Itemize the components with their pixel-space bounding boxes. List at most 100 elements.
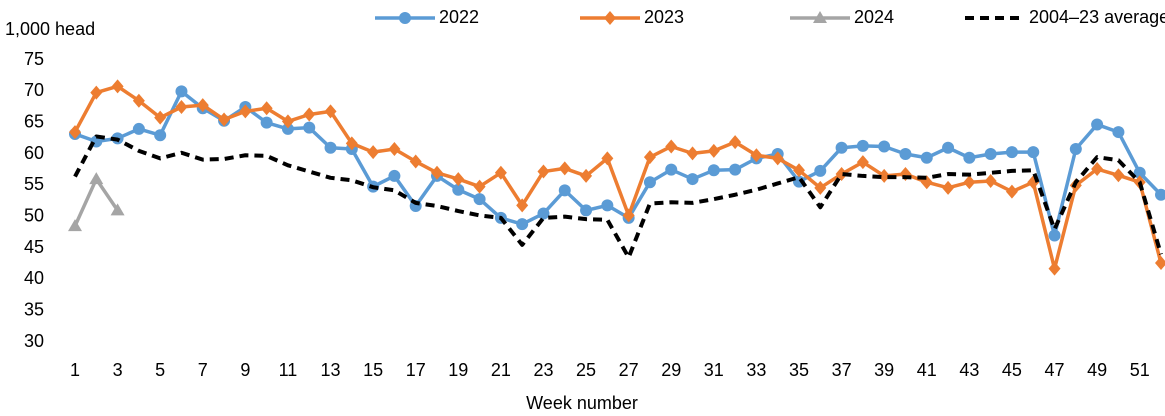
data-point (1155, 256, 1165, 271)
x-tick-label: 37 (832, 360, 852, 380)
data-point (388, 169, 401, 182)
data-point (239, 104, 252, 119)
data-point (1027, 146, 1040, 159)
data-point (984, 173, 997, 188)
data-point (68, 219, 82, 232)
legend-label: 2004–23 average (1029, 7, 1165, 27)
data-point (942, 141, 955, 154)
data-point (537, 207, 550, 220)
x-tick-label: 33 (746, 360, 766, 380)
data-point (132, 93, 145, 108)
x-tick-label: 3 (113, 360, 123, 380)
data-point (218, 112, 231, 127)
data-point (324, 104, 337, 119)
data-point (1048, 261, 1061, 276)
data-point (601, 199, 614, 212)
data-point (281, 114, 294, 129)
x-tick-label: 27 (619, 360, 639, 380)
y-tick-label: 65 (24, 111, 44, 131)
x-tick-label: 49 (1087, 360, 1107, 380)
data-point (1155, 188, 1165, 201)
data-point (324, 141, 337, 154)
data-point (878, 140, 891, 153)
data-point (601, 151, 614, 166)
x-tick-label: 47 (1045, 360, 1065, 380)
data-point (537, 164, 550, 179)
data-point (90, 85, 103, 100)
x-tick-label: 45 (1002, 360, 1022, 380)
data-point (750, 148, 763, 163)
data-point (303, 121, 316, 134)
x-tick-label: 51 (1130, 360, 1150, 380)
data-point (771, 151, 784, 166)
data-point (707, 143, 720, 158)
x-tick-label: 35 (789, 360, 809, 380)
y-tick-label: 70 (24, 80, 44, 100)
data-point (175, 85, 188, 98)
data-point (452, 172, 465, 187)
x-tick-label: 17 (406, 360, 426, 380)
data-point (473, 193, 486, 206)
data-point (132, 122, 145, 135)
x-tick-label: 13 (321, 360, 341, 380)
data-point (665, 139, 678, 154)
data-point (1091, 118, 1104, 131)
data-point (452, 183, 465, 196)
x-axis-label: Week number (526, 393, 638, 413)
data-point (856, 139, 869, 152)
x-tick-label: 29 (661, 360, 681, 380)
data-point (260, 116, 273, 129)
data-point (580, 204, 593, 217)
data-point (196, 98, 209, 113)
data-point (793, 163, 805, 178)
data-point (1112, 126, 1125, 139)
data-point (558, 161, 571, 176)
data-point (260, 101, 273, 116)
data-point (154, 129, 167, 142)
legend-marker (399, 12, 411, 24)
data-point (89, 172, 104, 185)
x-tick-label: 7 (198, 360, 208, 380)
x-tick-label: 43 (959, 360, 979, 380)
series-line (73, 84, 1163, 271)
data-point (1112, 168, 1125, 183)
y-tick-label: 50 (24, 205, 44, 225)
data-point (814, 180, 827, 195)
x-tick-label: 23 (533, 360, 553, 380)
data-point (154, 110, 167, 125)
series-line (74, 89, 1163, 238)
data-point (1091, 162, 1104, 177)
data-point (516, 198, 529, 213)
data-point (643, 176, 656, 189)
data-point (686, 146, 699, 161)
data-point (1005, 184, 1018, 199)
y-tick-label: 60 (24, 143, 44, 163)
data-point (281, 122, 294, 135)
legend-label: 2022 (439, 7, 479, 27)
data-point (963, 151, 976, 164)
data-point (303, 107, 316, 122)
y-tick-label: 75 (24, 49, 44, 69)
data-point (110, 203, 125, 216)
legend-label: 2024 (854, 7, 894, 27)
series-line (73, 134, 1163, 260)
data-point (431, 165, 443, 180)
data-point (643, 150, 656, 165)
data-point (388, 141, 401, 156)
data-point (175, 100, 188, 114)
legend-label: 2023 (644, 7, 684, 27)
data-point (856, 155, 869, 170)
data-point (942, 180, 955, 195)
data-point (835, 167, 848, 182)
data-point (920, 151, 933, 164)
data-point (409, 154, 422, 169)
data-point (473, 179, 486, 194)
data-point (729, 135, 742, 150)
data-point (111, 79, 124, 94)
y-axis-label: 1,000 head (5, 19, 95, 39)
data-point (516, 218, 529, 231)
series-line (73, 177, 120, 227)
data-point (686, 173, 699, 186)
data-point (345, 136, 358, 151)
